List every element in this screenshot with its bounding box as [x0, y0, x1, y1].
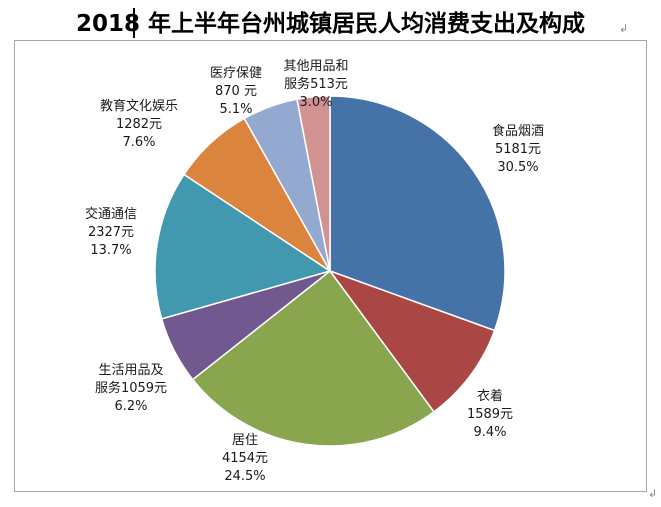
paragraph-mark: ↲ — [648, 487, 658, 500]
pie-slice[interactable] — [329, 95, 506, 332]
slice-percent-label: 6.2% — [114, 399, 147, 414]
chart-frame[interactable] — [14, 40, 647, 492]
pie-slice[interactable] — [191, 269, 435, 447]
slice-percent-label: 7.6% — [122, 135, 155, 150]
slice-name-label: 生活用品及 — [98, 363, 163, 378]
slice-name-label: 教育文化娱乐 — [100, 98, 178, 114]
paragraph-mark: ↲ — [619, 22, 629, 35]
slice-value-label: 1282元 — [116, 117, 162, 132]
slice-percent-label: 30.5% — [497, 160, 538, 175]
slice-name-label: 交通通信 — [85, 206, 137, 222]
slice-value-label: 2327元 — [88, 225, 134, 240]
slice-name-label: 食品烟酒 — [492, 123, 544, 139]
slice-percent-label: 3.0% — [299, 95, 332, 110]
slice-value-label: 4154元 — [222, 451, 268, 466]
pie-slice[interactable] — [154, 173, 332, 320]
text-cursor — [133, 8, 135, 38]
page-title: 2018 年上半年台州城镇居民人均消费支出及构成 — [75, 11, 586, 37]
slice-value-label: 5181元 — [495, 142, 541, 157]
slice-percent-label: 5.1% — [219, 102, 252, 117]
pie-slices — [154, 95, 506, 447]
slice-value-label: 1589元 — [467, 407, 513, 422]
slice-name-label: 居住 — [232, 433, 258, 448]
slice-percent-label: 24.5% — [224, 469, 265, 484]
pie-labels: 食品烟酒 5181元 30.5% 衣着 1589元 9.4% 居住 4154元 24.5% 生活用… — [85, 59, 544, 484]
pie-slice[interactable] — [327, 269, 496, 413]
slice-value-label: 服务513元 — [284, 76, 348, 92]
slice-percent-label: 13.7% — [90, 243, 131, 258]
slice-name-label: 衣着 — [477, 388, 503, 404]
slice-value-label: 870 元 — [215, 84, 257, 99]
slice-percent-label: 9.4% — [473, 425, 506, 440]
pie-slice[interactable] — [296, 95, 331, 272]
slice-name-label: 其他用品和 — [283, 59, 348, 74]
slice-value-label: 服务1059元 — [95, 380, 167, 396]
slice-name-label: 医疗保健 — [210, 66, 262, 81]
